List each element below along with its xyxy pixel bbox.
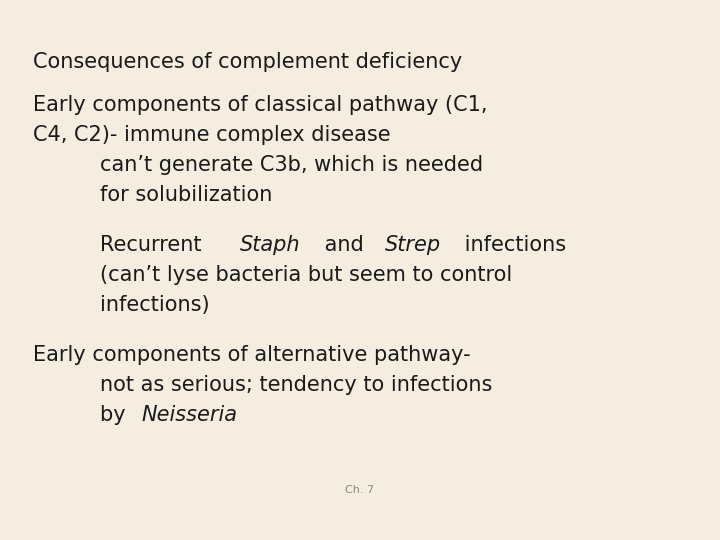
Text: (can’t lyse bacteria but seem to control: (can’t lyse bacteria but seem to control bbox=[100, 265, 512, 285]
Text: for solubilization: for solubilization bbox=[100, 185, 272, 205]
Text: Neisseria: Neisseria bbox=[142, 405, 238, 425]
Text: Early components of alternative pathway-: Early components of alternative pathway- bbox=[33, 345, 471, 365]
Text: C4, C2)- immune complex disease: C4, C2)- immune complex disease bbox=[33, 125, 391, 145]
Text: Consequences of complement deficiency: Consequences of complement deficiency bbox=[33, 52, 462, 72]
Text: Strep: Strep bbox=[385, 235, 441, 255]
Text: Recurrent: Recurrent bbox=[100, 235, 208, 255]
Text: Early components of classical pathway (C1,: Early components of classical pathway (C… bbox=[33, 95, 487, 115]
Text: infections: infections bbox=[458, 235, 566, 255]
Text: can’t generate C3b, which is needed: can’t generate C3b, which is needed bbox=[100, 155, 483, 175]
Text: infections): infections) bbox=[100, 295, 210, 315]
Text: Staph: Staph bbox=[240, 235, 300, 255]
Text: by: by bbox=[100, 405, 132, 425]
Text: not as serious; tendency to infections: not as serious; tendency to infections bbox=[100, 375, 492, 395]
Text: and: and bbox=[318, 235, 370, 255]
Text: Ch. 7: Ch. 7 bbox=[346, 485, 374, 495]
